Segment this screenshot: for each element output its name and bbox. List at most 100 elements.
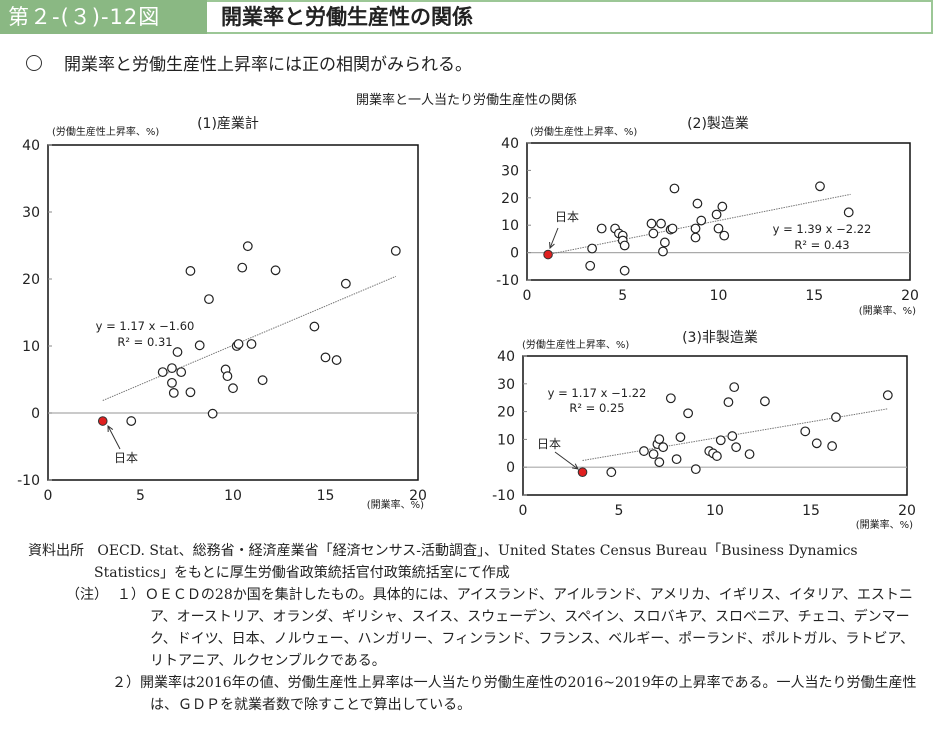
mfg-data-point: [669, 183, 680, 194]
mfg-data-point: [587, 243, 598, 254]
all-data-point: [222, 371, 233, 382]
mfg-r-squared: R² = 0.43: [794, 238, 849, 252]
all-data-point: [185, 266, 196, 276]
mfg-x-tick-label: 15: [805, 288, 823, 304]
mfg-data-point: [717, 201, 728, 212]
note-1-text: １）ＯＥＣＤの28か国を集計したもの。具体的には、アイスランド、アイルランド、ア…: [116, 587, 915, 669]
mfg-chart-title: (2)製造業: [687, 116, 749, 132]
nonmfg-x-tick-label: 0: [519, 503, 528, 519]
all-data-point: [194, 340, 205, 351]
nonmfg-data-point: [606, 467, 617, 478]
mfg-data-point: [711, 209, 722, 220]
mfg-data-point: [719, 230, 730, 241]
all-chart-title: (1)産業計: [197, 116, 259, 132]
nonmfg-data-point: [712, 451, 722, 461]
nonmfg-data-point: [665, 393, 676, 404]
nonmfg-y-tick-label: 0: [506, 460, 515, 476]
mfg-x-axis-label: (開業率、%): [859, 304, 916, 317]
all-y-tick-label: 0: [31, 406, 40, 422]
all-data-point: [233, 339, 244, 349]
all-x-tick-label: 10: [224, 488, 242, 504]
nonmfg-y-tick-label: 40: [497, 349, 515, 365]
mfg-x-tick-label: 10: [710, 288, 728, 304]
mfg-data-point: [815, 181, 825, 192]
nonmfg-y-tick-label: 20: [497, 405, 515, 421]
mfg-y-tick-label: 10: [501, 218, 519, 234]
mfg-data-point: [619, 265, 630, 276]
mfg-y-tick-label: -10: [496, 273, 519, 289]
all-data-point: [204, 294, 214, 305]
nonmfg-data-point: [729, 382, 740, 393]
all-data-point: [237, 262, 248, 273]
all-data-point: [168, 388, 179, 398]
all-x-tick-label: 20: [409, 488, 427, 504]
source-note: 資料出所 OECD. Stat、総務省・経済産業省「経済センサス-活動調査」、U…: [28, 540, 918, 584]
nonmfg-japan-label: 日本: [537, 437, 561, 451]
nonmfg-trend-equation: y = 1.17 x −1.22: [548, 386, 647, 400]
mfg-data-point: [648, 228, 659, 239]
nonmfg-plot-frame: [522, 355, 908, 496]
nonmfg-data-point: [683, 408, 694, 419]
nonmfg-data-point: [723, 397, 734, 408]
nonmfg-data-point: [831, 412, 841, 423]
mfg-y-tick-label: 40: [501, 136, 519, 152]
mfg-japan-label: 日本: [555, 210, 579, 224]
all-data-point: [185, 387, 196, 398]
nonmfg-data-point: [731, 442, 742, 453]
mfg-x-tick-label: 5: [618, 288, 627, 304]
summary-text: 開業率と労働生産性上昇率には正の相関がみられる。: [64, 55, 472, 75]
nonmfg-y-axis-label: (労働生産性上昇率、%): [522, 338, 629, 351]
all-data-point: [207, 408, 218, 419]
nonmfg-data-point: [671, 454, 682, 465]
mfg-data-point: [690, 223, 701, 234]
mfg-trend-line: [547, 193, 851, 255]
mfg-data-point: [585, 260, 596, 271]
mfg-y-tick-label: 0: [510, 246, 519, 262]
nonmfg-japan-arrowhead: [572, 463, 579, 470]
nonmfg-data-point: [827, 441, 838, 451]
all-data-point: [270, 265, 281, 276]
all-y-tick-label: 30: [22, 205, 40, 221]
source-label: 資料出所: [28, 543, 84, 559]
all-y-tick-label: 10: [22, 339, 40, 355]
all-data-point: [390, 245, 401, 256]
all-x-tick-label: 15: [317, 488, 335, 504]
nonmfg-y-tick-label: -10: [492, 488, 515, 504]
all-data-point: [340, 278, 351, 289]
note-label: （注）: [66, 587, 108, 603]
mfg-trend-equation: y = 1.39 x −2.22: [773, 222, 872, 236]
mfg-japan-arrowhead: [549, 241, 555, 250]
all-japan-arrowhead: [107, 424, 114, 433]
nonmfg-data-point: [654, 457, 665, 468]
all-trend-line: [102, 275, 396, 401]
all-data-point: [126, 416, 137, 426]
nonmfg-x-tick-label: 5: [615, 503, 624, 519]
nonmfg-japan-point: [577, 467, 588, 478]
all-japan-point: [97, 416, 108, 426]
all-data-point: [309, 321, 320, 332]
nonmfg-data-point: [811, 438, 822, 449]
nonmfg-data-point: [800, 426, 811, 437]
nonmfg-data-point: [639, 446, 649, 456]
nonmfg-data-point: [715, 435, 726, 446]
all-trend-equation: y = 1.17 x −1.60: [96, 319, 195, 333]
mfg-data-point: [667, 223, 678, 234]
nonmfg-data-point: [690, 464, 701, 475]
mfg-data-point: [619, 240, 630, 251]
nonmfg-x-tick-label: 10: [706, 503, 724, 519]
mfg-x-tick-label: 0: [523, 288, 532, 304]
nonmfg-data-point: [648, 449, 659, 460]
all-y-tick-label: -10: [17, 473, 40, 489]
mfg-data-point: [658, 246, 668, 257]
all-data-point: [257, 375, 268, 386]
nonmfg-data-point: [744, 449, 755, 460]
nonmfg-data-point: [727, 431, 738, 441]
source-text: OECD. Stat、総務省・経済産業省「経済センサス-活動調査」、United…: [94, 543, 858, 581]
mfg-data-point: [696, 215, 707, 226]
mfg-plot-frame: [526, 142, 911, 281]
mfg-data-point: [656, 218, 666, 229]
all-japan-arrow: [107, 425, 121, 450]
all-plot-frame: [47, 144, 419, 481]
nonmfg-y-tick-label: 10: [497, 432, 515, 448]
